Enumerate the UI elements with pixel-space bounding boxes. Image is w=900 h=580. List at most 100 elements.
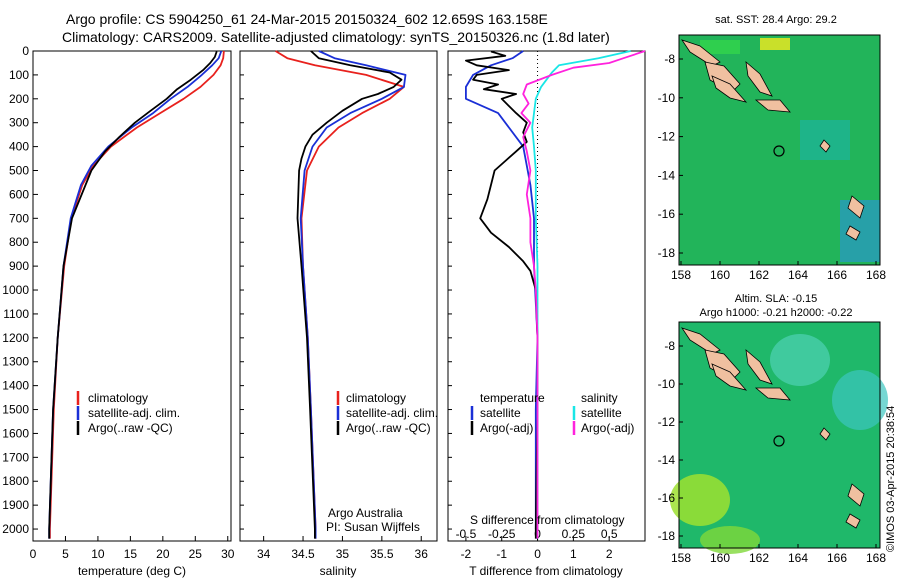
depth-tick-label: 1900 xyxy=(2,498,29,512)
map-y-tick-label: -8 xyxy=(664,339,675,353)
map-y-tick-label: -18 xyxy=(658,529,676,543)
map-y-tick-label: -12 xyxy=(658,130,676,144)
map-x-tick-label: 168 xyxy=(866,551,886,565)
x-tick-label: 20 xyxy=(156,547,170,561)
land-polygon xyxy=(754,387,791,401)
map-sst-warm-patch xyxy=(700,40,740,54)
depth-tick-label: 300 xyxy=(9,116,29,130)
difference-panel-frame xyxy=(447,50,646,542)
series-line xyxy=(48,51,218,539)
x-tick-label: 1 xyxy=(570,547,577,561)
map-y-tick-label: -16 xyxy=(658,491,676,505)
s-axis-tick-label: -0.5 xyxy=(456,527,477,541)
map-sla-land xyxy=(681,327,865,529)
x-tick-label: 34 xyxy=(257,547,271,561)
depth-tick-label: 900 xyxy=(9,259,29,273)
depth-tick-label: 1200 xyxy=(2,331,29,345)
credit-pi: PI: Susan Wijffels xyxy=(326,520,420,534)
map-x-tick-label: 162 xyxy=(749,268,769,282)
legend-label-satellite: satellite-adj. clim. xyxy=(346,406,438,420)
depth-tick-label: 600 xyxy=(9,187,29,201)
depth-tick-label: 1300 xyxy=(2,355,29,369)
legend-label-argo: Argo(..raw -QC) xyxy=(346,421,431,435)
x-tick-label: 25 xyxy=(189,547,203,561)
map-x-tick-label: 166 xyxy=(827,268,847,282)
credit-argo-australia: Argo Australia xyxy=(328,506,403,520)
map-x-tick-label: 160 xyxy=(710,551,730,565)
map-sla-title2: Argo h1000: -0.21 h2000: -0.22 xyxy=(700,307,853,319)
land-polygon xyxy=(754,99,791,113)
depth-tick-label: 700 xyxy=(9,211,29,225)
x-tick-label: 30 xyxy=(221,547,235,561)
depth-tick-label: 1700 xyxy=(2,450,29,464)
imos-credit: ©IMOS 03-Apr-2015 20:38:54 xyxy=(885,406,897,552)
land-polygon xyxy=(711,363,748,391)
series-line xyxy=(299,50,407,539)
map-y-tick-label: -10 xyxy=(658,377,676,391)
x-tick-label: 35 xyxy=(336,547,350,561)
temperature-panel-frame xyxy=(32,50,232,542)
map-x-tick-label: 166 xyxy=(827,551,847,565)
map-sla-title1: Altim. SLA: -0.15 xyxy=(735,293,818,305)
map-x-tick-label: 168 xyxy=(866,268,886,282)
difference-legend: temperature satellite Argo(-adj) salinit… xyxy=(470,391,634,527)
x-tick-label: 15 xyxy=(124,547,138,561)
depth-tick-label: 1600 xyxy=(2,426,29,440)
legend-title-temperature: temperature xyxy=(480,391,545,405)
header-line2: Climatology: CARS2009. Satellite-adjuste… xyxy=(62,29,610,45)
series-line xyxy=(296,50,403,539)
legend-label-t-argo: Argo(-adj) xyxy=(480,421,533,435)
land-polygon xyxy=(847,195,865,219)
series-line xyxy=(275,50,405,539)
s-axis-tick-label: 0.5 xyxy=(601,527,618,541)
depth-tick-label: 500 xyxy=(9,164,29,178)
chart-axes: 0100200300400500600700800900100011001200… xyxy=(2,44,618,561)
map-sla-low-patch xyxy=(670,474,730,526)
chart-series xyxy=(48,50,646,539)
depth-tick-label: 2000 xyxy=(2,522,29,536)
depth-tick-label: 200 xyxy=(9,92,29,106)
land-polygon xyxy=(819,427,831,441)
map-y-tick-label: -18 xyxy=(658,246,676,260)
land-polygon xyxy=(819,139,831,153)
map-sla-frame xyxy=(678,321,881,549)
land-polygon xyxy=(745,61,773,97)
map-sst-cool-patch xyxy=(800,120,850,160)
legend-label-climatology: climatology xyxy=(346,391,406,405)
legend-label-t-satellite: satellite xyxy=(480,406,521,420)
map-x-tick-label: 158 xyxy=(671,551,691,565)
map-sla-low-patch-south xyxy=(700,526,760,554)
map-x-tick-label: 160 xyxy=(710,268,730,282)
depth-tick-label: 1000 xyxy=(2,283,29,297)
salinity-legend: climatology satellite-adj. clim. Argo(..… xyxy=(326,391,438,534)
series-line xyxy=(48,50,223,539)
x-tick-label: 36 xyxy=(415,547,429,561)
map-sla-ticks: 158 160 162 164 166 168 -8 -10 -12 -14 -16 -18 xyxy=(658,339,887,565)
map-sla-high-patch xyxy=(770,334,830,386)
legend-label-s-argo: Argo(-adj) xyxy=(581,421,634,435)
map-y-tick-label: -14 xyxy=(658,168,676,182)
x-tick-label: 34.5 xyxy=(291,547,315,561)
depth-tick-label: 0 xyxy=(22,44,29,58)
legend-title-salinity: salinity xyxy=(581,391,618,405)
map-x-tick-label: 158 xyxy=(671,268,691,282)
map-sla-high-patch-east xyxy=(832,370,888,430)
map-sst-land xyxy=(681,39,865,241)
x-tick-label: 0 xyxy=(30,547,37,561)
map-sla-argo-marker xyxy=(773,435,785,447)
map-y-tick-label: -10 xyxy=(658,91,676,105)
land-polygon xyxy=(745,349,773,385)
map-y-tick-label: -14 xyxy=(658,453,676,467)
x-tick-label: -1 xyxy=(496,547,507,561)
land-polygon xyxy=(845,513,861,529)
legend-label-satellite: satellite-adj. clim. xyxy=(88,406,180,420)
series-line xyxy=(520,50,646,539)
series-line xyxy=(531,50,631,539)
legend-label-s-satellite: satellite xyxy=(581,406,622,420)
s-axis-tick-label: 0.25 xyxy=(562,527,586,541)
legend-label-climatology: climatology xyxy=(88,391,148,405)
depth-tick-label: 1800 xyxy=(2,474,29,488)
map-x-tick-label: 164 xyxy=(788,268,808,282)
land-polygon xyxy=(704,349,741,381)
map-x-tick-label: 164 xyxy=(788,551,808,565)
